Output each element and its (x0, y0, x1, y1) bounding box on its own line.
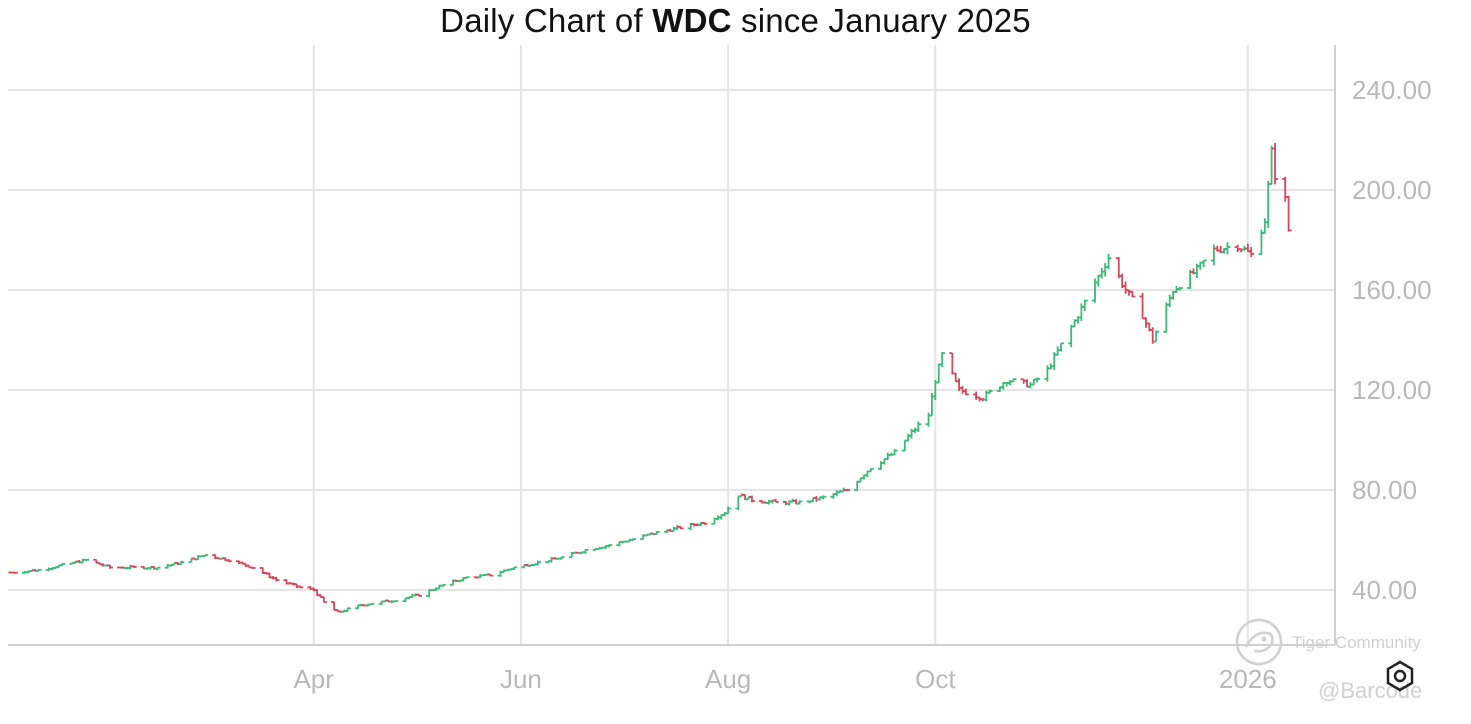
ohlc-bar (949, 352, 956, 375)
title-suffix: since January 2025 (731, 2, 1031, 39)
x-tick-label: Oct (915, 664, 956, 694)
ohlc-bar (130, 565, 137, 568)
ohlc-bar (106, 564, 113, 569)
ohlc-bar (630, 538, 637, 542)
ohlc-bar (606, 544, 613, 548)
ohlc-bar (1034, 377, 1041, 383)
settings-gear-icon[interactable] (1384, 660, 1416, 692)
y-tick-label: 80.00 (1352, 475, 1417, 505)
ohlc-bar (735, 495, 742, 511)
ohlc-bar (487, 573, 494, 577)
y-tick-label: 120.00 (1352, 375, 1432, 405)
ohlc-bar (320, 596, 327, 603)
ohlc-bar (820, 495, 827, 500)
ohlc-bar (463, 576, 470, 579)
ohlc-bar (416, 593, 423, 597)
ohlc-bar (844, 488, 851, 492)
ohlc-bar (1272, 142, 1279, 185)
ohlc-bar (1098, 268, 1105, 279)
ohlc-bar (1200, 259, 1207, 268)
ohlc-bar (344, 607, 351, 612)
ohlc-bar (1224, 242, 1231, 255)
ohlc-bar (653, 530, 660, 535)
ohlc-bar (796, 500, 803, 505)
ohlc-bar (273, 576, 280, 582)
ohlc-bar (83, 558, 90, 561)
ohlc-bar (1122, 281, 1129, 294)
title-symbol: WDC (652, 2, 732, 39)
ohlc-bar (154, 566, 161, 571)
y-tick-label: 200.00 (1352, 175, 1432, 205)
ohlc-bar (1139, 292, 1146, 320)
ohlc-bar (1176, 286, 1183, 291)
ohlc-bar (725, 506, 732, 515)
ohlc-bar (1248, 246, 1255, 258)
ohlc-bar (178, 560, 185, 565)
ohlc-bar (748, 495, 755, 503)
ohlc-bar (439, 583, 446, 587)
ohlc-bar (331, 601, 338, 611)
ohlc-bar (1115, 257, 1122, 279)
ohlc-bar (701, 522, 708, 525)
ohlc-bar (891, 449, 898, 456)
chart-title: Daily Chart of WDC since January 2025 (0, 2, 1471, 40)
ohlc-bar (1058, 342, 1065, 352)
ohlc-bar (986, 389, 993, 394)
ohlc-bar (1153, 330, 1160, 343)
ohlc-bar (202, 554, 209, 557)
y-tick-label: 160.00 (1352, 275, 1432, 305)
ohlc-bar (1163, 302, 1170, 333)
x-tick-label: Apr (293, 664, 334, 694)
ohlc-bar (1268, 145, 1275, 185)
ohlc-bar (1105, 254, 1112, 270)
watermark-handle: @Barcode (1318, 678, 1423, 703)
ohlc-bar (1129, 290, 1136, 298)
ohlc-bar (534, 560, 541, 566)
ohlc-bar (392, 600, 399, 603)
ohlc-bar (677, 525, 684, 530)
ohlc-bar (558, 556, 565, 560)
ohlc-bar (973, 391, 980, 400)
ohlc-bar (884, 452, 891, 461)
ohlc-bar (511, 566, 518, 570)
title-prefix: Daily Chart of (440, 2, 653, 39)
ohlc-bar (1261, 218, 1268, 234)
ohlc-bar (11, 571, 18, 574)
y-tick-label: 240.00 (1352, 75, 1432, 105)
ohlc-bar (915, 421, 922, 433)
ohlc-bar (1142, 317, 1149, 328)
ohlc-bar (1166, 294, 1173, 308)
ohlc-bar (1265, 180, 1272, 228)
ohlc-bar (962, 388, 969, 396)
ohlc-bar (1078, 303, 1085, 321)
ohlc-bar (297, 585, 304, 589)
ohlc-bar (1285, 195, 1292, 232)
y-tick-label: 40.00 (1352, 575, 1417, 605)
x-tick-label: Jun (500, 664, 542, 694)
ohlc-bar (1068, 324, 1075, 348)
ohlc-bar (1081, 299, 1088, 311)
ohlc-bar (59, 562, 66, 567)
ohlc-bar (1010, 378, 1017, 383)
ohlc-bar (1102, 263, 1109, 277)
ohlc-bar (935, 363, 942, 384)
ohlc-bar (867, 467, 874, 473)
ohlc-bar (35, 568, 42, 572)
ohlc-bar (939, 352, 946, 368)
x-tick-label: Aug (705, 664, 751, 694)
watermark-text: Tiger Community (1292, 633, 1421, 652)
ohlc-bar (225, 559, 232, 563)
ohlc-bar (249, 566, 256, 569)
ohlc-bar (368, 603, 375, 606)
x-tick-label: 2026 (1219, 664, 1277, 694)
tiger-logo-icon (1235, 618, 1283, 666)
ohlc-bar (901, 439, 908, 452)
ohlc-bar (582, 549, 589, 554)
ohlc-bar (772, 498, 779, 503)
